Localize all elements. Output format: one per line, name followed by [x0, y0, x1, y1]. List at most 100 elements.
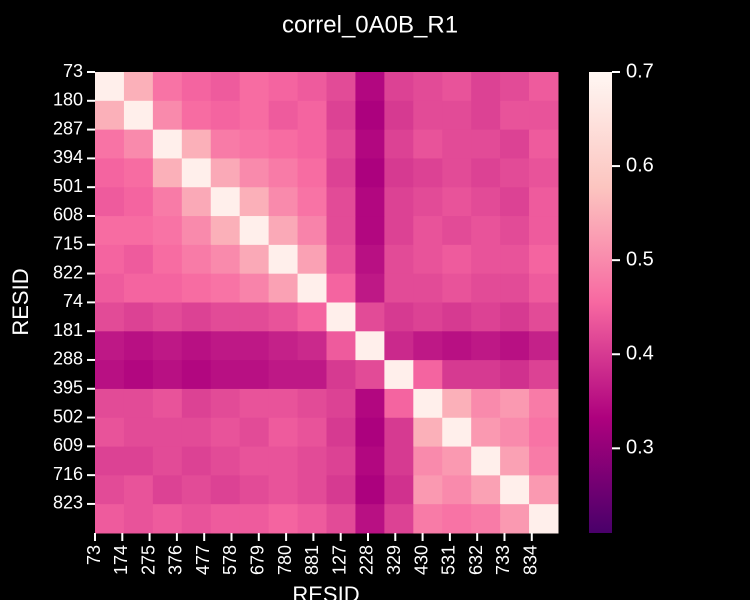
heatmap-cell	[123, 244, 154, 275]
heatmap-cell	[500, 417, 530, 448]
heatmap-cell	[152, 129, 183, 159]
heatmap-cell	[297, 244, 327, 275]
heatmap-cell	[268, 388, 299, 419]
heatmap-cell	[181, 360, 212, 390]
heatmap-cell	[500, 158, 530, 188]
x-tick-label: 632	[466, 545, 486, 575]
heatmap-cell	[384, 100, 414, 131]
heatmap-cell	[413, 72, 443, 102]
heatmap-cell	[239, 417, 270, 448]
heatmap-cell	[210, 100, 241, 131]
heatmap-cell	[413, 417, 443, 448]
heatmap-cell	[384, 331, 414, 361]
y-axis-label: RESID	[8, 268, 33, 335]
heatmap-cell	[384, 360, 414, 390]
heatmap-cell	[297, 331, 327, 361]
heatmap-cell	[471, 446, 501, 476]
heatmap-cell	[181, 302, 212, 332]
heatmap-cell	[210, 446, 241, 476]
heatmap-cell	[123, 72, 154, 102]
heatmap-cell	[326, 360, 356, 390]
x-tick-label: 174	[111, 545, 131, 575]
heatmap-cell	[152, 244, 183, 275]
colorbar-tick-label: 0.7	[626, 60, 654, 82]
heatmap-cell	[123, 302, 154, 332]
heatmap-cell	[471, 216, 501, 246]
heatmap-cell	[268, 302, 299, 332]
heatmap-cell	[529, 187, 559, 217]
heatmap-cell	[471, 504, 501, 534]
heatmap-cell	[384, 72, 414, 102]
heatmap-cell	[413, 388, 443, 419]
heatmap-cell	[529, 158, 559, 188]
y-tick-label: 823	[53, 493, 83, 513]
heatmap-cell	[355, 273, 385, 303]
heatmap-cell	[326, 504, 356, 534]
heatmap-cell	[442, 100, 472, 131]
heatmap-cell	[95, 475, 125, 505]
x-tick-label: 733	[493, 545, 513, 575]
y-tick-label: 715	[53, 234, 83, 254]
heatmap-cell	[239, 100, 270, 131]
heatmap-cell	[500, 360, 530, 390]
x-tick-label: 881	[302, 545, 322, 575]
heatmap-cell	[181, 129, 212, 159]
heatmap-cell	[95, 446, 125, 476]
x-tick-label: 275	[138, 545, 158, 575]
heatmap-cell	[471, 360, 501, 390]
y-tick-label: 716	[53, 464, 83, 484]
heatmap-cell	[297, 417, 327, 448]
heatmap-cell	[355, 100, 385, 131]
y-tick-label: 74	[63, 291, 83, 311]
heatmap-cell	[384, 302, 414, 332]
x-tick-label: 73	[84, 545, 104, 565]
heatmap-cell	[181, 504, 212, 534]
heatmap-cell	[500, 388, 530, 419]
heatmap-cell	[442, 302, 472, 332]
heatmap-cell	[384, 216, 414, 246]
heatmap-cell	[442, 388, 472, 419]
heatmap-cell	[355, 72, 385, 102]
heatmap-cell	[268, 475, 299, 505]
heatmap-cell	[500, 504, 530, 534]
heatmap-cell	[239, 158, 270, 188]
heatmap-cell	[152, 475, 183, 505]
heatmap-cell	[152, 331, 183, 361]
heatmap-cell	[442, 273, 472, 303]
heatmap-cell	[239, 475, 270, 505]
heatmap-cell	[152, 216, 183, 246]
heatmap-cell	[471, 244, 501, 275]
heatmap-cell	[297, 388, 327, 419]
heatmap-cell	[152, 446, 183, 476]
heatmap-cell	[268, 216, 299, 246]
heatmap-cell	[529, 388, 559, 419]
heatmap-cell	[529, 360, 559, 390]
heatmap-cell	[123, 158, 154, 188]
heatmap-cell	[442, 504, 472, 534]
heatmap-cell	[181, 158, 212, 188]
heatmap-cell	[210, 273, 241, 303]
x-axis-label: RESID	[292, 582, 359, 600]
y-tick-label: 180	[53, 90, 83, 110]
heatmap-cell	[210, 158, 241, 188]
heatmap-cell	[210, 72, 241, 102]
heatmap-cell	[95, 244, 125, 275]
heatmap-cell	[181, 216, 212, 246]
y-tick-label: 287	[53, 118, 83, 138]
heatmap-cell	[500, 216, 530, 246]
heatmap-cell	[210, 331, 241, 361]
heatmap-cell	[181, 100, 212, 131]
heatmap-cell	[123, 216, 154, 246]
x-tick-label: 477	[193, 545, 213, 575]
heatmap-cell	[268, 244, 299, 275]
heatmap-cell	[297, 187, 327, 217]
heatmap-cell	[297, 475, 327, 505]
y-tick-label: 822	[53, 262, 83, 282]
colorbar	[589, 72, 612, 533]
heatmap-cell	[239, 129, 270, 159]
heatmap-cell	[210, 302, 241, 332]
heatmap-cell	[413, 100, 443, 131]
heatmap-cell	[413, 504, 443, 534]
heatmap-cell	[297, 302, 327, 332]
